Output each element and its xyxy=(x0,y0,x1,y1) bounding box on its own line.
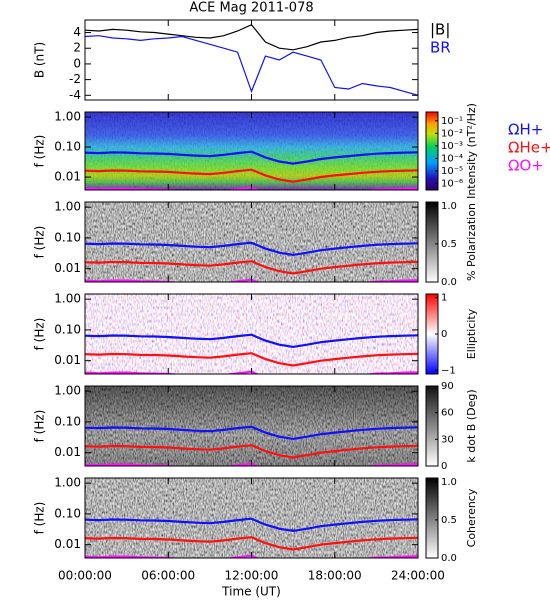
y-tick-label: 0.01 xyxy=(54,353,81,367)
x-tick-label: 18:00:00 xyxy=(308,569,362,583)
colorbar xyxy=(425,111,439,191)
y-tick-label: 0.10 xyxy=(54,322,81,336)
colorbar-tick-label: 90 xyxy=(441,381,454,392)
colorbar-label: Coherency xyxy=(465,488,478,547)
colorbar-tick-label: 0.5 xyxy=(441,515,457,526)
series-line xyxy=(85,536,418,551)
lines xyxy=(85,23,418,96)
y-tick-label: 0 xyxy=(73,56,81,70)
y-tick-label: 1.00 xyxy=(54,476,81,490)
colorbar-tick-label: 0 xyxy=(441,461,447,472)
y-tick-label: 0.01 xyxy=(54,261,81,275)
x-axis-label: Time (UT) xyxy=(221,585,281,599)
y-tick-label: 4 xyxy=(73,25,81,39)
y-tick-label: 1.00 xyxy=(54,200,81,214)
series-line xyxy=(85,35,418,96)
colorbar-tick-label: 1.0 xyxy=(441,477,457,488)
series-line xyxy=(85,168,418,183)
series-line xyxy=(85,241,418,257)
series-line xyxy=(85,517,418,533)
y-axis-label: f (Hz) xyxy=(33,502,47,535)
y-tick-label: 1.00 xyxy=(54,292,81,306)
y-tick-label: -4 xyxy=(69,88,81,102)
colorbar-tick-label: 10⁻¹ xyxy=(441,116,463,127)
series-line xyxy=(85,425,418,441)
y-tick-label: 0.10 xyxy=(54,506,81,520)
panel: 0 30 60 90 k dot B (Deg) 1.00 0.10 0.01 f (Hz) xyxy=(33,381,479,472)
colorbar-tick-label: 10⁻⁶ xyxy=(441,178,463,189)
series-line xyxy=(85,333,418,349)
chart-title: ACE Mag 2011-078 xyxy=(189,1,313,16)
colorbar xyxy=(425,385,439,467)
y-tick-label: 0.10 xyxy=(54,140,81,154)
legend-entry: |B| xyxy=(430,21,450,39)
legend-entry: ΩH+ xyxy=(508,121,543,139)
series-line xyxy=(85,23,418,51)
colorbar-tick-label: 0.5 xyxy=(441,239,457,250)
panel: 10⁻¹10⁻² 10⁻³10⁻⁴ 10⁻⁵10⁻⁶ Intensity (nT²/H… xyxy=(33,103,550,199)
y-axis-label: f (Hz) xyxy=(33,318,47,351)
legend-entry: ΩHe+ xyxy=(508,139,550,157)
colorbar xyxy=(425,201,439,283)
x-tick-label: 00:00:00 xyxy=(58,569,112,583)
colorbar-tick-label: 1.0 xyxy=(441,201,457,212)
colorbar-tick-label: 0 xyxy=(441,329,447,340)
colorbar-tick-label: 0.0 xyxy=(441,277,457,288)
colorbar-tick-label: 60 xyxy=(441,408,454,419)
legend-entry: ΩO+ xyxy=(508,157,544,175)
colorbar-label: % Polarization xyxy=(465,203,478,281)
series-line xyxy=(85,260,418,275)
y-axis-label: f (Hz) xyxy=(33,226,47,259)
y-tick-label: 0.10 xyxy=(54,230,81,244)
x-tick-label: 12:00:00 xyxy=(225,569,279,583)
y-tick-label: 1.00 xyxy=(54,110,81,124)
y-tick-label: 1.00 xyxy=(54,384,81,398)
series-line xyxy=(85,150,418,165)
colorbar-label: Intensity (nT²/Hz) xyxy=(465,103,478,199)
y-tick-label: 0.01 xyxy=(54,537,81,551)
y-tick-label: 0.01 xyxy=(54,170,81,184)
series-line xyxy=(85,444,418,459)
colorbar-tick-label: −1 xyxy=(441,365,456,376)
colorbar-tick-label: 10⁻⁴ xyxy=(441,153,463,164)
y-tick-label: -2 xyxy=(69,72,81,86)
y-axis-label: f (Hz) xyxy=(33,410,47,443)
panel: -4 -2 02 4 B (nT) ACE Mag 2011-078 |B|BR xyxy=(33,1,451,102)
panel: −1 0 1 Ellipticity 1.00 0.10 0.01 f (Hz) xyxy=(33,292,479,377)
y-axis-label: B (nT) xyxy=(33,42,47,78)
legend-entry: BR xyxy=(430,39,451,57)
colorbar-tick-label: 30 xyxy=(441,434,454,445)
colorbar xyxy=(425,477,439,559)
panel: 0.0 0.5 1.0 % Polarization 1.00 0.10 0.01 f (Hz… xyxy=(33,200,479,288)
plot-frame xyxy=(84,19,419,101)
series-line xyxy=(85,352,418,367)
colorbar-tick-label: 10⁻³ xyxy=(441,141,463,152)
x-tick-label: 24:00:00 xyxy=(391,569,445,583)
colorbar-tick-label: 10⁻⁵ xyxy=(441,166,463,177)
panel: 0.0 0.5 1.0 Coherency 1.00 0.10 0.01 f (Hz) 00:0… xyxy=(33,476,479,599)
y-tick-label: 0.10 xyxy=(54,414,81,428)
y-tick-label: 2 xyxy=(73,41,81,55)
colorbar-tick-label: 0.0 xyxy=(441,553,457,564)
y-tick-label: 0.01 xyxy=(54,445,81,459)
colorbar-tick-label: 1 xyxy=(441,293,447,304)
x-tick-label: 06:00:00 xyxy=(141,569,195,583)
colorbar-label: k dot B (Deg) xyxy=(465,389,478,462)
y-axis-label: f (Hz) xyxy=(33,135,47,168)
colorbar-tick-label: 10⁻² xyxy=(441,128,463,139)
colorbar-label: Ellipticity xyxy=(465,308,478,359)
